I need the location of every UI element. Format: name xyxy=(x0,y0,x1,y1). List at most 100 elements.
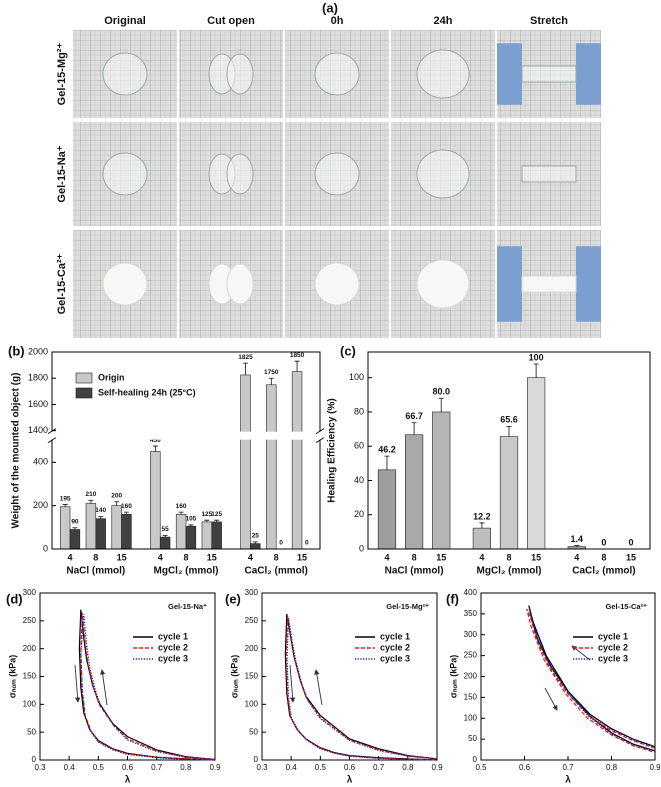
error-bar xyxy=(294,360,300,372)
value-label: 0 xyxy=(601,537,606,547)
column-header: Stretch xyxy=(530,15,568,27)
x-axis-label: λ xyxy=(125,775,131,786)
value-label: 160 xyxy=(121,503,132,510)
plot-frame xyxy=(480,592,656,761)
x-tick-label: 0.6 xyxy=(519,763,531,772)
error-bar xyxy=(62,504,68,507)
value-label: 125 xyxy=(211,511,222,518)
x-tick-label: 8 xyxy=(183,552,188,562)
y-tick-label: 100 xyxy=(23,699,37,708)
line-series xyxy=(526,608,656,754)
y-tick-label: 350 xyxy=(464,609,478,618)
gel xyxy=(416,259,470,309)
x-tick-label: 0.9 xyxy=(209,763,221,772)
error-bar xyxy=(533,363,539,378)
error-bar xyxy=(384,455,390,470)
column-header: 0h xyxy=(331,15,344,27)
x-tick-label: 0.6 xyxy=(122,763,134,772)
line-series xyxy=(286,617,438,761)
y-tick-label: 200 xyxy=(23,644,37,653)
x-tick-label: 0.7 xyxy=(151,763,163,772)
value-label: 195 xyxy=(60,495,71,502)
value-label: 66.7 xyxy=(405,411,423,421)
error-bar xyxy=(204,519,210,522)
legend-swatch xyxy=(75,372,93,384)
x-tick-label: 4 xyxy=(574,552,579,562)
group-label: MgCl₂ (mmol) xyxy=(154,566,219,577)
column-header: Original xyxy=(104,15,146,27)
y-tick-label: 250 xyxy=(464,651,478,660)
y-tick-label: 250 xyxy=(23,616,37,625)
y-tick-label: 0 xyxy=(254,755,259,764)
x-tick-label: 0.6 xyxy=(344,763,356,772)
gel xyxy=(102,152,148,196)
y-axis-label: σₙₒₘ (kPa) xyxy=(448,655,458,699)
gel xyxy=(226,53,254,95)
y-tick-label: 100 xyxy=(245,699,259,708)
y-tick-label: 1800 xyxy=(28,373,48,383)
bar xyxy=(201,521,213,550)
value-label: 12.2 xyxy=(473,511,491,521)
group-label: MgCl₂ (mmol) xyxy=(477,566,542,577)
x-tick-label: 0.5 xyxy=(475,763,487,772)
error-bar xyxy=(152,445,158,452)
photo-panel: (a) Original Cut open 0h 24h Stretch Gel-15-Mg… xyxy=(56,0,601,338)
y-tick-label: 100 xyxy=(464,713,478,722)
value-label: 450 xyxy=(150,437,161,444)
y-axis-label: σₙₒₘ (kPa) xyxy=(7,655,17,699)
line-series xyxy=(528,606,656,753)
y-tick-label: 300 xyxy=(23,588,37,597)
y-tick-label: 20 xyxy=(354,509,364,519)
error-bar xyxy=(114,501,120,506)
x-tick-label: 0.4 xyxy=(64,763,76,772)
x-tick-label: 15 xyxy=(436,552,446,562)
legend-swatch xyxy=(75,387,93,399)
legend-label: cycle 3 xyxy=(158,653,188,663)
arrow xyxy=(99,669,108,706)
row-label: Gel-15-Ca²⁺ xyxy=(56,253,68,314)
bar xyxy=(240,374,251,550)
y-tick-label: 150 xyxy=(23,672,37,681)
x-tick-label: 0.8 xyxy=(606,763,618,772)
value-label: 1850 xyxy=(290,352,305,359)
column-header: Cut open xyxy=(207,15,255,27)
plot-frame xyxy=(39,592,216,761)
gel xyxy=(521,275,577,293)
value-label: 25 xyxy=(252,533,260,540)
value-label: 105 xyxy=(185,516,196,523)
y-tick-label: 50 xyxy=(27,727,36,736)
y-tick-label: 0 xyxy=(359,543,364,553)
bar xyxy=(121,514,132,550)
y-tick-label: 300 xyxy=(464,630,478,639)
y-axis-label: σₙₒₘ (kPa) xyxy=(229,655,239,699)
glove xyxy=(497,43,522,105)
x-tick-label: 0.9 xyxy=(649,763,661,772)
error-bar xyxy=(88,499,94,504)
y-tick-label: 2000 xyxy=(28,346,48,356)
value-label: 0 xyxy=(305,540,309,547)
value-label: 55 xyxy=(162,526,170,533)
bar xyxy=(211,521,222,550)
error-bar xyxy=(123,511,129,515)
y-tick-label: 150 xyxy=(245,672,259,681)
bar xyxy=(527,377,546,550)
x-tick-label: 8 xyxy=(93,552,98,562)
break-mark xyxy=(47,428,57,444)
gel xyxy=(102,52,148,96)
legend-label: cycle 1 xyxy=(380,631,410,641)
value-label: 100 xyxy=(529,352,544,362)
x-tick-label: 15 xyxy=(626,552,636,562)
gel xyxy=(314,152,360,196)
line-series xyxy=(528,605,656,752)
x-tick-label: 0.9 xyxy=(431,763,443,772)
panel-label: (d) xyxy=(6,591,23,606)
bar xyxy=(266,384,277,550)
x-tick-label: 15 xyxy=(297,552,307,562)
group-label: CaCl₂ (mmol) xyxy=(572,566,635,577)
panel-label: (f) xyxy=(446,591,459,606)
value-label: 46.2 xyxy=(378,445,396,455)
x-tick-label: 0.3 xyxy=(256,763,268,772)
panel-label: (e) xyxy=(225,591,241,606)
x-tick-label: 0.8 xyxy=(402,763,414,772)
y-tick-label: 250 xyxy=(245,616,259,625)
